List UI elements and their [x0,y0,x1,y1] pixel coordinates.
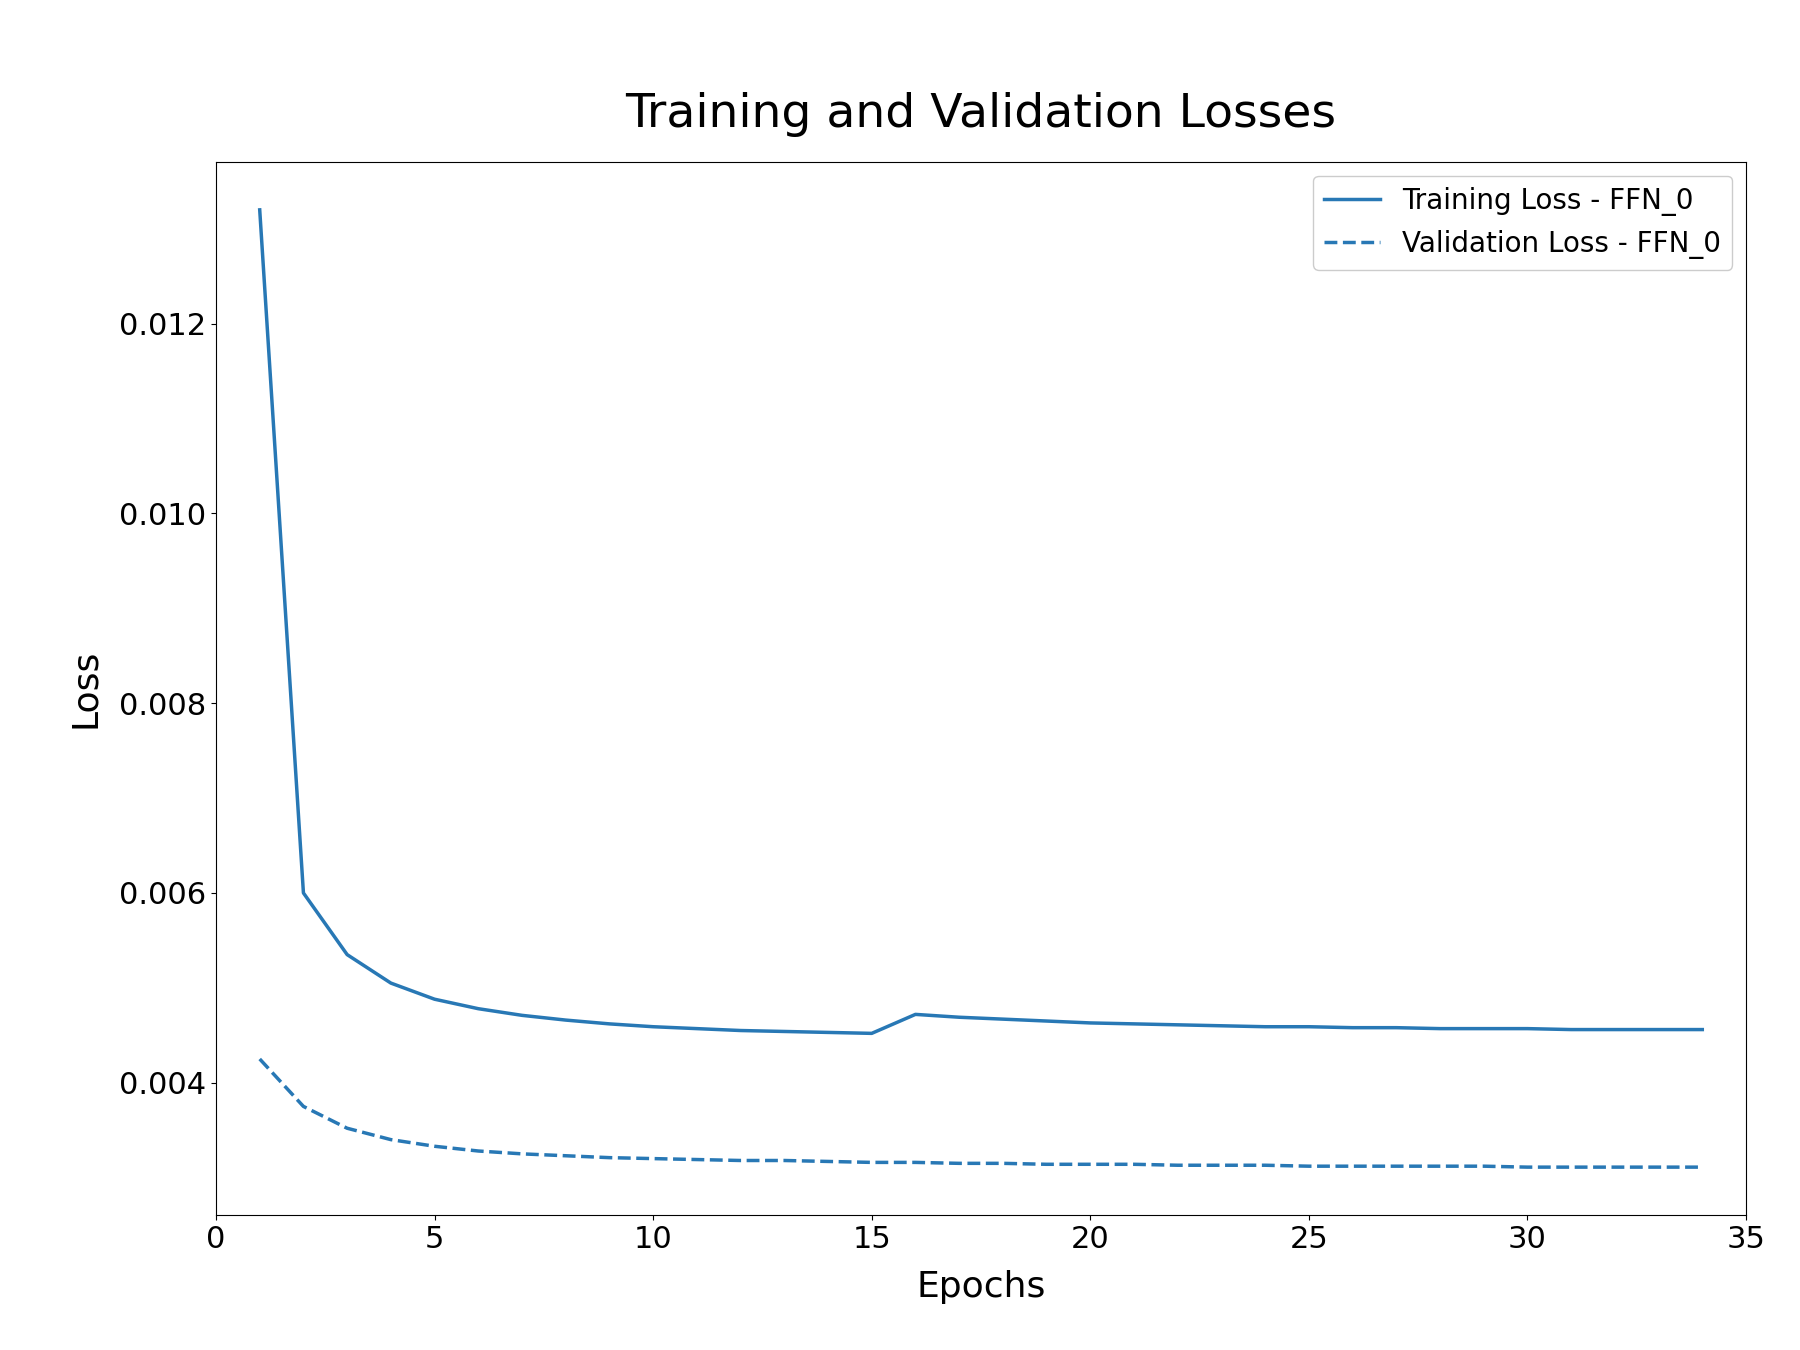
Training Loss - FFN_0 [1472,1021,1494,1037]
Validation Loss - FFN_0 [1211,1157,1233,1173]
Validation Loss - FFN_0 [1035,1156,1057,1172]
Validation Loss - FFN_0 [949,1156,970,1172]
X-axis label: Epochs: Epochs [916,1270,1046,1304]
Validation Loss - FFN_0 [1517,1160,1539,1176]
Training Loss - FFN_0 [860,1025,882,1041]
Y-axis label: Loss: Loss [68,649,103,728]
Training Loss - FFN_0 [1517,1021,1539,1037]
Training Loss - FFN_0 [686,1021,707,1037]
Training Loss - FFN_0 [774,1023,796,1040]
Training Loss - FFN_0 [1166,1017,1188,1033]
Validation Loss - FFN_0 [729,1153,751,1169]
Line: Training Loss - FFN_0: Training Loss - FFN_0 [259,209,1703,1033]
Validation Loss - FFN_0 [817,1153,839,1169]
Training Loss - FFN_0 [729,1022,751,1038]
Validation Loss - FFN_0 [1123,1156,1145,1172]
Training Loss - FFN_0 [511,1007,533,1023]
Validation Loss - FFN_0 [554,1148,576,1164]
Validation Loss - FFN_0 [599,1150,621,1166]
Validation Loss - FFN_0 [1429,1158,1451,1174]
Training Loss - FFN_0 [599,1015,621,1031]
Validation Loss - FFN_0 [468,1143,490,1160]
Training Loss - FFN_0 [1386,1019,1408,1035]
Training Loss - FFN_0 [1035,1012,1057,1029]
Training Loss - FFN_0 [1647,1022,1669,1038]
Validation Loss - FFN_0 [337,1120,358,1137]
Validation Loss - FFN_0 [905,1154,927,1170]
Training Loss - FFN_0 [468,1000,490,1017]
Training Loss - FFN_0 [337,946,358,963]
Training Loss - FFN_0 [1604,1022,1625,1038]
Legend: Training Loss - FFN_0, Validation Loss - FFN_0: Training Loss - FFN_0, Validation Loss -… [1314,176,1732,270]
Training Loss - FFN_0 [554,1012,576,1029]
Validation Loss - FFN_0 [1255,1157,1276,1173]
Training Loss - FFN_0 [905,1006,927,1022]
Training Loss - FFN_0 [1211,1018,1233,1034]
Validation Loss - FFN_0 [1298,1158,1319,1174]
Validation Loss - FFN_0 [860,1154,882,1170]
Training Loss - FFN_0 [1692,1022,1714,1038]
Validation Loss - FFN_0 [686,1152,707,1168]
Training Loss - FFN_0 [248,201,270,217]
Validation Loss - FFN_0 [1604,1160,1625,1176]
Validation Loss - FFN_0 [1647,1160,1669,1176]
Validation Loss - FFN_0 [248,1050,270,1066]
Validation Loss - FFN_0 [1341,1158,1363,1174]
Training Loss - FFN_0 [949,1010,970,1026]
Training Loss - FFN_0 [1561,1022,1582,1038]
Line: Validation Loss - FFN_0: Validation Loss - FFN_0 [259,1058,1703,1168]
Training Loss - FFN_0 [1298,1019,1319,1035]
Training Loss - FFN_0 [1080,1015,1102,1031]
Training Loss - FFN_0 [293,884,315,900]
Validation Loss - FFN_0 [1472,1158,1494,1174]
Training Loss - FFN_0 [423,991,445,1007]
Validation Loss - FFN_0 [293,1099,315,1115]
Training Loss - FFN_0 [1341,1019,1363,1035]
Training Loss - FFN_0 [992,1011,1013,1027]
Title: Training and Validation Losses: Training and Validation Losses [626,92,1336,138]
Training Loss - FFN_0 [1429,1021,1451,1037]
Validation Loss - FFN_0 [643,1150,664,1166]
Validation Loss - FFN_0 [380,1131,401,1148]
Validation Loss - FFN_0 [423,1138,445,1154]
Training Loss - FFN_0 [380,975,401,991]
Training Loss - FFN_0 [643,1019,664,1035]
Training Loss - FFN_0 [1123,1015,1145,1031]
Validation Loss - FFN_0 [1080,1156,1102,1172]
Validation Loss - FFN_0 [992,1156,1013,1172]
Training Loss - FFN_0 [1255,1019,1276,1035]
Validation Loss - FFN_0 [1166,1157,1188,1173]
Training Loss - FFN_0 [817,1025,839,1041]
Validation Loss - FFN_0 [774,1153,796,1169]
Validation Loss - FFN_0 [511,1146,533,1162]
Validation Loss - FFN_0 [1561,1160,1582,1176]
Validation Loss - FFN_0 [1386,1158,1408,1174]
Validation Loss - FFN_0 [1692,1160,1714,1176]
